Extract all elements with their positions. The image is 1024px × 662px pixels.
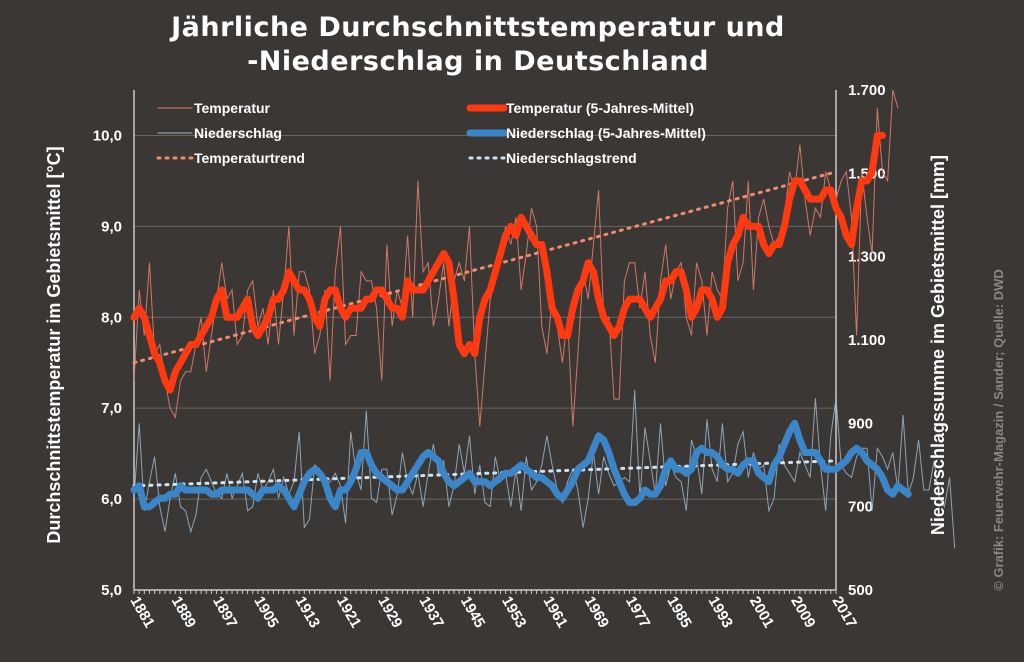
y-tick-left-label: 6,0 [101, 491, 122, 508]
y-tick-right-label: 1.300 [848, 249, 886, 266]
y-tick-right-label: 700 [848, 499, 873, 516]
legend-entry: Niederschlag [194, 125, 282, 141]
x-tick-label: 2009 [787, 594, 818, 631]
legend-entry: Niederschlag (5-Jahres-Mittel) [506, 125, 706, 141]
x-tick-label: 1913 [292, 594, 323, 631]
legend: Temperatur Temperatur (5-Jahres-Mittel) Ni… [156, 100, 706, 166]
x-tick-label: 2001 [746, 594, 777, 631]
y-tick-right-label: 1.100 [848, 332, 886, 349]
x-tick-label: 1961 [539, 594, 570, 631]
x-tick-label: 1993 [705, 594, 736, 631]
chart-title-line-2: -Niederschlag in Deutschland [247, 46, 709, 77]
x-tick-label: 1905 [250, 594, 281, 631]
y-tick-right-label: 1.500 [848, 165, 886, 182]
x-tick-label: 1881 [127, 594, 158, 631]
x-tick-label: 1897 [209, 594, 240, 631]
legend-entry: Temperatur [194, 100, 271, 116]
x-tick-label: 1945 [457, 594, 488, 631]
chart-title-line-1: Jährliche Durchschnittstemperatur und [169, 12, 785, 43]
y-tick-right-label: 1.700 [848, 82, 886, 99]
legend-entry: Temperaturtrend [194, 150, 305, 166]
series-temperature-5yr-mean [130, 132, 886, 394]
y-tick-right-label: 500 [848, 582, 873, 599]
series-temperature-annual [133, 89, 899, 427]
y-axis-left-label: Durchschnittstemperatur im Gebietsmittel… [44, 146, 64, 543]
y-tick-left-label: 7,0 [101, 400, 122, 417]
y-tick-right-label: 900 [848, 415, 873, 432]
y-tick-left-label: 9,0 [101, 218, 122, 235]
y-axis-right-label: Niederschlagssumme im Gebietsmittel [mm] [928, 155, 948, 535]
source-credit: © Grafik: Feuerwehr-Magazin / Sander; Qu… [991, 269, 1006, 591]
x-tick-label: 2017 [829, 594, 860, 631]
x-tick-label: 1889 [168, 594, 199, 631]
series-precipitation-annual [133, 389, 956, 549]
legend-entry: Temperatur (5-Jahres-Mittel) [506, 100, 694, 116]
data-series [130, 89, 956, 549]
x-tick-label: 1969 [581, 594, 612, 631]
y-tick-left-label: 5,0 [101, 582, 122, 599]
legend-entry: Niederschlagstrend [506, 150, 637, 166]
x-tick-label: 1953 [498, 594, 529, 631]
x-tick-label: 1937 [416, 594, 447, 631]
series-temperature-trend [132, 170, 838, 365]
y-tick-left-label: 8,0 [101, 309, 122, 326]
series-precipitation-5yr-mean [130, 419, 912, 511]
x-tick-label: 1929 [374, 594, 405, 631]
x-tick-label: 1985 [663, 594, 694, 631]
x-tick-label: 1921 [333, 594, 364, 631]
x-tick-label: 1977 [622, 594, 653, 631]
y-tick-left-label: 10,0 [93, 127, 122, 144]
